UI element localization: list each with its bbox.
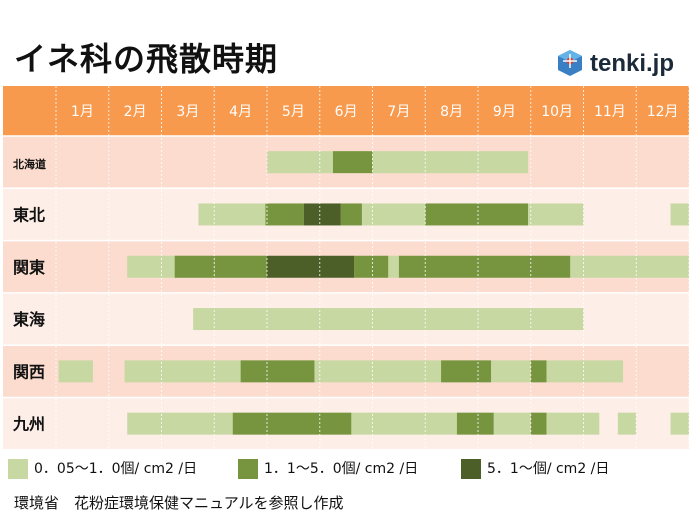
region-label: 北海道 bbox=[13, 157, 46, 171]
month-label: 7月 bbox=[387, 104, 410, 120]
pollen-bar bbox=[267, 255, 355, 278]
pollen-bar bbox=[372, 151, 529, 174]
pollen-bar bbox=[174, 255, 215, 278]
month-label: 8月 bbox=[440, 104, 463, 120]
month-label: 3月 bbox=[176, 104, 199, 120]
pollen-bar bbox=[58, 360, 93, 383]
pollen-bar bbox=[670, 203, 689, 226]
pollen-bar bbox=[546, 412, 600, 435]
region-label: 東北 bbox=[13, 205, 45, 224]
pollen-bar bbox=[124, 360, 241, 383]
region-label: 東海 bbox=[13, 310, 45, 329]
month-label: 11月 bbox=[594, 104, 626, 120]
month-label: 1月 bbox=[71, 104, 94, 120]
pollen-bar bbox=[361, 203, 426, 226]
pollen-bar bbox=[670, 412, 689, 435]
pollen-bar bbox=[303, 203, 341, 226]
legend-swatch bbox=[461, 459, 481, 479]
pollen-bars bbox=[58, 151, 689, 435]
legend-label: 5．1～個/ cm2 /日 bbox=[487, 461, 610, 477]
pollen-bar bbox=[530, 360, 547, 383]
pollen-bar bbox=[493, 412, 531, 435]
pollen-bar bbox=[265, 203, 304, 226]
pollen-bar bbox=[441, 360, 492, 383]
month-header: 1月 2月 3月 4月 5月 6月 7月 8月 9月 10月 11月 12月 bbox=[3, 86, 689, 136]
pollen-bar bbox=[332, 151, 373, 174]
region-label: 関東 bbox=[13, 258, 45, 277]
tenki-logo bbox=[558, 50, 582, 76]
pollen-bar bbox=[617, 412, 637, 435]
source-note: 環境省 花粉症環境保健マニュアルを参照し作成 bbox=[14, 494, 344, 512]
header-bg bbox=[3, 86, 689, 136]
legend-swatch bbox=[238, 459, 258, 479]
pollen-bar bbox=[491, 360, 531, 383]
pollen-bar bbox=[570, 255, 689, 278]
pollen-bar bbox=[232, 412, 352, 435]
pollen-bar bbox=[240, 360, 315, 383]
pollen-bar bbox=[214, 255, 267, 278]
month-label: 4月 bbox=[229, 104, 252, 120]
region-label: 九州 bbox=[12, 415, 45, 434]
grid-lines bbox=[3, 86, 690, 451]
pollen-bar bbox=[546, 360, 624, 383]
pollen-bar bbox=[528, 203, 584, 226]
month-label: 6月 bbox=[335, 104, 358, 120]
pollen-bar bbox=[456, 412, 494, 435]
tenki-logo-icon bbox=[558, 50, 582, 76]
pollen-bar bbox=[340, 203, 362, 226]
region-label: 関西 bbox=[13, 362, 45, 381]
pollen-bar bbox=[530, 412, 547, 435]
pollen-bar bbox=[127, 412, 233, 435]
pollen-bar bbox=[267, 151, 333, 174]
pollen-bar bbox=[351, 412, 457, 435]
pollen-bar bbox=[425, 203, 529, 226]
month-label: 9月 bbox=[493, 104, 516, 120]
pollen-bar bbox=[198, 203, 266, 226]
tenki-logo-text: tenki.jp bbox=[590, 50, 675, 77]
month-label: 10月 bbox=[541, 104, 573, 120]
pollen-bar bbox=[354, 255, 389, 278]
pollen-bar bbox=[193, 308, 584, 331]
legend-label: 1．1～5．0個/ cm2 /日 bbox=[264, 461, 419, 477]
month-label: 5月 bbox=[282, 104, 305, 120]
legend-swatch bbox=[8, 459, 28, 479]
legend-label: 0．05～1．0個/ cm2 /日 bbox=[34, 461, 198, 477]
pollen-bar bbox=[398, 255, 571, 278]
pollen-bar bbox=[127, 255, 175, 278]
month-label: 2月 bbox=[124, 104, 147, 120]
page-title: イネ科の飛散時期 bbox=[14, 40, 279, 78]
pollen-bar bbox=[388, 255, 399, 278]
pollen-bar bbox=[314, 360, 442, 383]
month-label: 12月 bbox=[647, 104, 679, 120]
